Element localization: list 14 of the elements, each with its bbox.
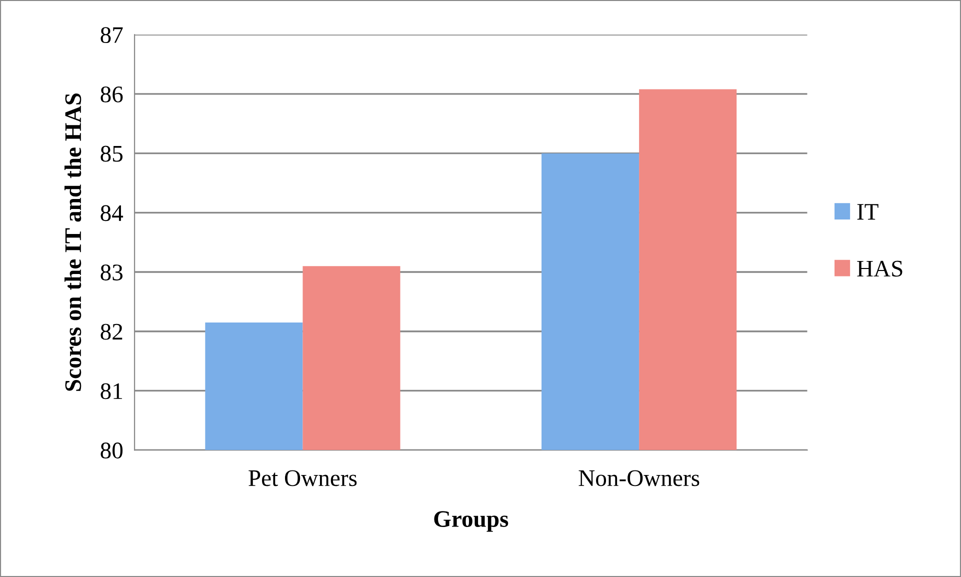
legend-label: HAS xyxy=(857,260,902,277)
y-axis-title: Scores on the IT and the HAS xyxy=(64,94,82,391)
y-tick-label: 80 xyxy=(100,442,123,458)
x-axis-title: Groups xyxy=(434,511,508,532)
legend-label: IT xyxy=(857,204,878,220)
y-tick-label: 83 xyxy=(100,264,123,280)
y-tick-label: 85 xyxy=(100,146,123,162)
y-tick-label: 87 xyxy=(100,27,123,44)
x-tick-label: Non-Owners xyxy=(578,470,700,486)
y-tick-label: 82 xyxy=(100,324,122,340)
y-tick-label: 81 xyxy=(100,383,122,400)
y-tick-label: 84 xyxy=(100,205,124,222)
y-tick-label: 86 xyxy=(100,86,123,102)
x-tick-label: Pet Owners xyxy=(248,470,357,486)
